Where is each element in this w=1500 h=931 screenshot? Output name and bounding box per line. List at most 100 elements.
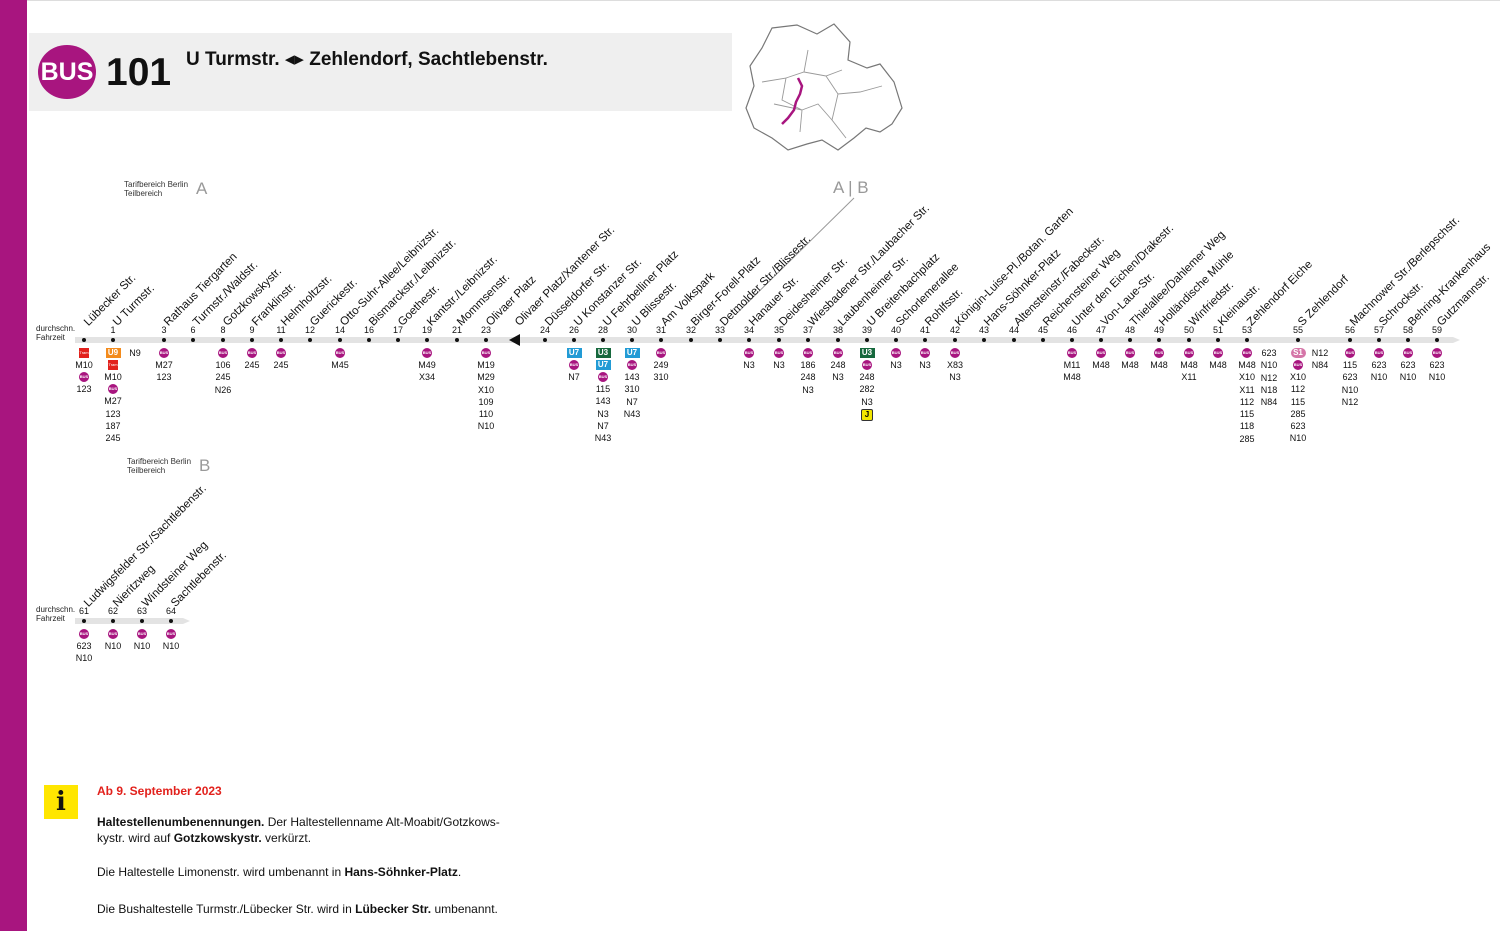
connecting-line: N3 bbox=[743, 360, 755, 370]
travel-time: 9 bbox=[249, 325, 255, 335]
connecting-line: N9 bbox=[129, 348, 141, 358]
connections: BUS 248 N3 bbox=[823, 347, 853, 384]
stop-marker bbox=[191, 338, 195, 342]
connections: BUS N3 bbox=[881, 347, 911, 371]
connecting-line: 123 bbox=[105, 408, 121, 419]
connecting-line: 282 bbox=[859, 384, 875, 395]
stop-marker bbox=[82, 338, 86, 342]
connecting-line: M11 bbox=[1063, 360, 1081, 370]
travel-time: 35 bbox=[773, 325, 784, 335]
connections: BUS 245 bbox=[266, 347, 296, 371]
travel-time: 64 bbox=[165, 606, 176, 616]
connecting-line: 623 bbox=[76, 641, 92, 651]
route-track bbox=[75, 337, 1453, 343]
connections: BUS N3 bbox=[910, 347, 940, 371]
stop-marker bbox=[747, 338, 751, 342]
bus-icon: BUS bbox=[247, 348, 257, 358]
connections: BUS 249 310 bbox=[646, 347, 676, 384]
stop-name: Gutzmannstr. bbox=[1435, 271, 1492, 329]
travel-time: 56 bbox=[1344, 325, 1355, 335]
travel-time: 57 bbox=[1373, 325, 1384, 335]
bus-icon: BUS bbox=[627, 360, 637, 370]
connections: BUS M27 123 bbox=[149, 347, 179, 384]
travel-time: 24 bbox=[539, 325, 550, 335]
connecting-line: 623 bbox=[1261, 348, 1277, 358]
stop-marker bbox=[1187, 338, 1191, 342]
bus-icon: BUS bbox=[803, 348, 813, 358]
connecting-line: N10 bbox=[162, 641, 180, 651]
bus-icon: BUS bbox=[656, 348, 666, 358]
travel-time: 44 bbox=[1008, 325, 1019, 335]
line-number: 101 bbox=[106, 51, 172, 94]
stop-marker bbox=[1296, 338, 1300, 342]
connecting-line: 248 bbox=[859, 372, 875, 382]
connecting-line: 249 bbox=[653, 360, 669, 370]
connecting-line: N3 bbox=[890, 360, 902, 370]
travel-time: 62 bbox=[107, 606, 118, 616]
travel-time: 39 bbox=[861, 325, 872, 335]
bus-icon: BUS bbox=[108, 629, 118, 639]
connecting-line: M27 bbox=[104, 396, 122, 407]
stop-marker bbox=[1377, 338, 1381, 342]
connecting-line: 112 bbox=[1239, 396, 1255, 407]
connections: BUS 623 N10 bbox=[69, 628, 99, 665]
bus-icon: BUS bbox=[422, 348, 432, 358]
connecting-line: M48 bbox=[1150, 360, 1168, 370]
bus-icon: BUS bbox=[833, 348, 843, 358]
travel-time: 19 bbox=[421, 325, 432, 335]
stop-marker bbox=[630, 338, 634, 342]
travel-time: 58 bbox=[1402, 325, 1413, 335]
connecting-line: N10 bbox=[1428, 372, 1446, 383]
connections: U9 Tram M10 BUS M27 123 187 245 bbox=[98, 347, 128, 444]
travel-time: 8 bbox=[220, 325, 226, 335]
bus-icon: BUS bbox=[891, 348, 901, 358]
stop-marker bbox=[425, 338, 429, 342]
travel-time: 6 bbox=[190, 325, 196, 335]
stop-marker bbox=[1128, 338, 1132, 342]
connecting-line: M10 bbox=[75, 360, 93, 370]
travel-time: 45 bbox=[1037, 325, 1048, 335]
travel-time: 59 bbox=[1431, 325, 1442, 335]
connecting-line: N3 bbox=[773, 360, 785, 370]
stop-marker bbox=[1157, 338, 1161, 342]
stop-marker bbox=[1216, 338, 1220, 342]
connecting-line: 109 bbox=[478, 396, 494, 407]
connecting-line: N3 bbox=[919, 360, 931, 370]
stop-marker bbox=[1406, 338, 1410, 342]
travel-time: 37 bbox=[802, 325, 813, 335]
connections: N12 N84 bbox=[1305, 347, 1335, 372]
stop-marker bbox=[250, 338, 254, 342]
bus-icon: BUS bbox=[1432, 348, 1442, 358]
connections: BUS X83 N3 bbox=[940, 347, 970, 384]
bus-icon: BUS bbox=[950, 348, 960, 358]
travel-time: 47 bbox=[1095, 325, 1106, 335]
brand-sidebar bbox=[0, 0, 27, 931]
travel-time: 40 bbox=[890, 325, 901, 335]
connecting-line: 106 bbox=[215, 360, 231, 370]
connections: BUS 186 248 N3 bbox=[793, 347, 823, 396]
direction-arrow-icon bbox=[509, 334, 520, 346]
connecting-line: X11 bbox=[1239, 384, 1255, 395]
connecting-line: N7 bbox=[568, 372, 580, 382]
connecting-line: N3 bbox=[861, 396, 873, 407]
u7-icon: U7 bbox=[624, 348, 640, 358]
bus-icon: BUS bbox=[744, 348, 754, 358]
connecting-line: N43 bbox=[623, 408, 641, 419]
travel-time: 61 bbox=[78, 606, 89, 616]
connections: BUS M48 bbox=[1203, 347, 1233, 371]
route-title: U Turmstr. ◂▸ Zehlendorf, Sachtlebenstr. bbox=[186, 49, 548, 70]
stop-marker bbox=[169, 619, 173, 623]
stop-marker bbox=[923, 338, 927, 342]
bus-icon: BUS bbox=[166, 629, 176, 639]
connecting-line: N10 bbox=[133, 641, 151, 651]
bus-icon: BUS bbox=[1096, 348, 1106, 358]
travel-time: 1 bbox=[110, 325, 116, 335]
bus-icon: BUS bbox=[1403, 348, 1413, 358]
stop-marker bbox=[689, 338, 693, 342]
connections: BUS N3 bbox=[734, 347, 764, 371]
zone-b-letter: B bbox=[199, 456, 211, 475]
connecting-line: N7 bbox=[597, 420, 609, 431]
connecting-line: X10 bbox=[1238, 372, 1255, 383]
route-track bbox=[75, 618, 183, 624]
u3-icon: U3 bbox=[595, 348, 611, 358]
